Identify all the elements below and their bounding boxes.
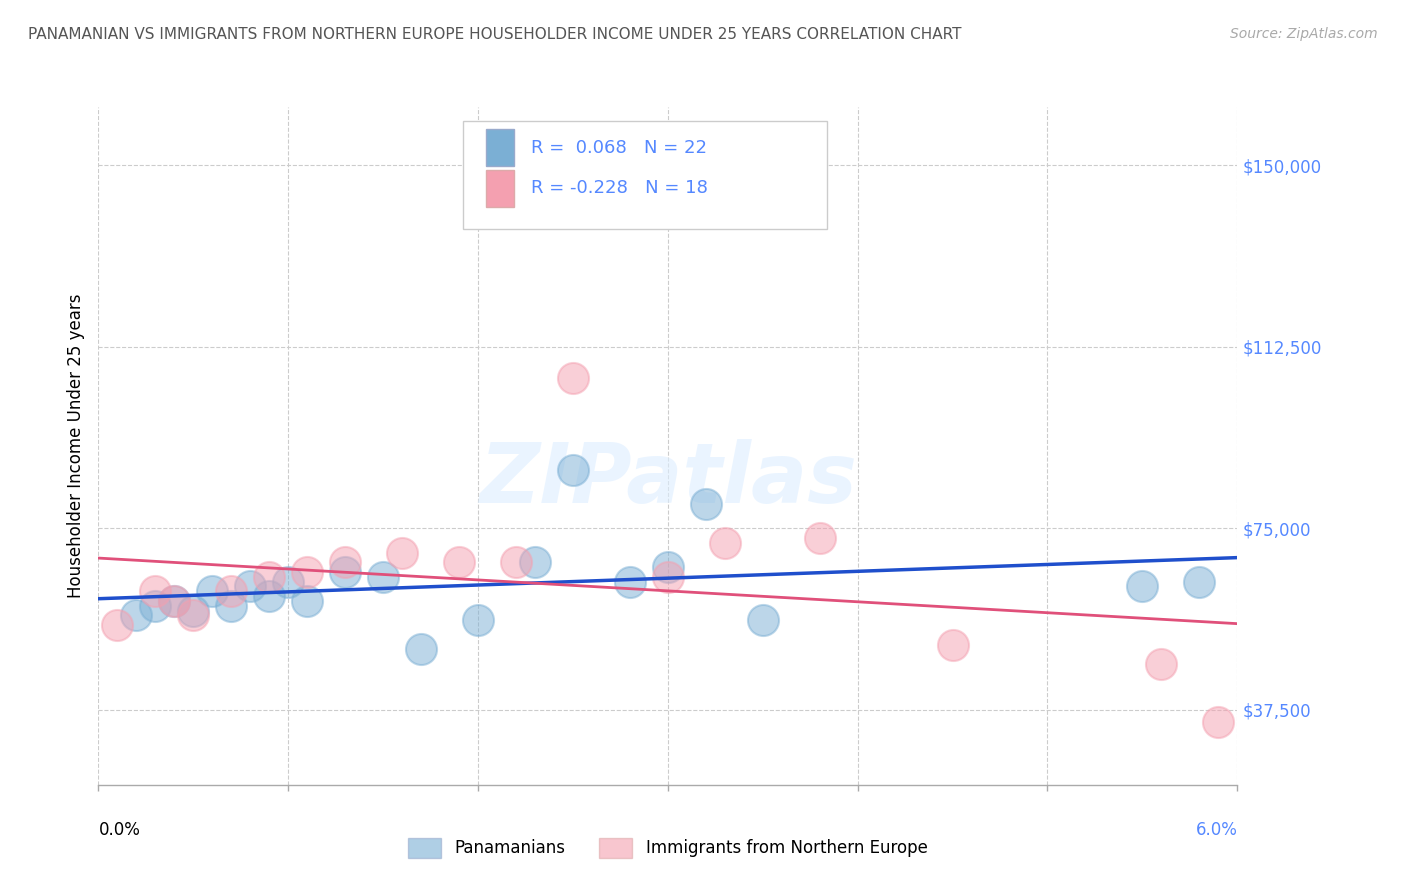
Point <box>467 613 489 627</box>
Legend: Panamanians, Immigrants from Northern Europe: Panamanians, Immigrants from Northern Eu… <box>408 838 928 858</box>
Point <box>449 555 471 569</box>
Point <box>657 560 679 574</box>
Point <box>1208 714 1230 729</box>
Point <box>335 555 357 569</box>
Point <box>942 638 965 652</box>
Point <box>297 594 319 608</box>
Point <box>277 574 299 589</box>
Text: PANAMANIAN VS IMMIGRANTS FROM NORTHERN EUROPE HOUSEHOLDER INCOME UNDER 25 YEARS : PANAMANIAN VS IMMIGRANTS FROM NORTHERN E… <box>28 27 962 42</box>
Point <box>183 604 205 618</box>
Point <box>163 594 186 608</box>
Text: 6.0%: 6.0% <box>1195 821 1237 838</box>
Point <box>714 536 737 550</box>
Point <box>335 565 357 579</box>
Point <box>221 584 243 599</box>
Point <box>297 565 319 579</box>
Point <box>1150 657 1173 671</box>
Point <box>239 579 262 593</box>
Point <box>259 589 281 603</box>
Point <box>1188 574 1211 589</box>
Point <box>411 642 433 657</box>
Point <box>562 463 585 477</box>
FancyBboxPatch shape <box>463 120 827 229</box>
Point <box>752 613 775 627</box>
Point <box>163 594 186 608</box>
Text: R = -0.228   N = 18: R = -0.228 N = 18 <box>531 179 709 197</box>
Point <box>657 570 679 584</box>
Point <box>145 584 167 599</box>
Point <box>524 555 547 569</box>
Point <box>619 574 641 589</box>
Text: ZIPatlas: ZIPatlas <box>479 440 856 520</box>
Point <box>201 584 224 599</box>
Point <box>221 599 243 613</box>
Point <box>1132 579 1154 593</box>
Point <box>505 555 527 569</box>
Point <box>391 545 413 559</box>
Y-axis label: Householder Income Under 25 years: Householder Income Under 25 years <box>66 293 84 599</box>
Point <box>183 608 205 623</box>
Text: 0.0%: 0.0% <box>98 821 141 838</box>
Point <box>695 497 717 511</box>
Point <box>107 618 129 632</box>
Point <box>125 608 148 623</box>
Point <box>562 371 585 385</box>
Text: Source: ZipAtlas.com: Source: ZipAtlas.com <box>1230 27 1378 41</box>
FancyBboxPatch shape <box>485 169 515 207</box>
Point <box>808 531 831 545</box>
Text: R =  0.068   N = 22: R = 0.068 N = 22 <box>531 139 707 157</box>
Point <box>259 570 281 584</box>
FancyBboxPatch shape <box>485 129 515 166</box>
Point <box>371 570 394 584</box>
Point <box>145 599 167 613</box>
